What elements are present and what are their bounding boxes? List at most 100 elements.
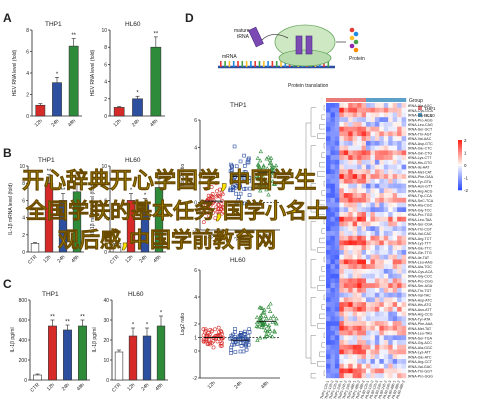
heatmap-cell [361, 306, 367, 312]
row-label: tRNA-Phe-GAA [408, 175, 434, 179]
heatmap-cell [401, 316, 407, 322]
heatmap-cell [343, 155, 349, 161]
heatmap-cell [348, 183, 353, 189]
heatmap-cell [343, 344, 349, 350]
heatmap-cell [383, 292, 389, 298]
heatmap-cell [370, 321, 376, 327]
heatmap-cell [357, 249, 362, 255]
heatmap-cell [339, 121, 344, 127]
heatmap-cell [352, 268, 358, 274]
heatmap-cell [330, 212, 336, 217]
heatmap-cell [361, 126, 367, 132]
data-point [268, 155, 274, 160]
heatmap-cell [361, 155, 367, 161]
data-point [240, 173, 244, 178]
heatmap-cell [357, 107, 362, 113]
heatmap-cell [379, 197, 384, 203]
heatmap-cell [357, 273, 362, 279]
data-point [239, 344, 244, 348]
data-point [241, 349, 246, 354]
significance-mark: * [146, 323, 149, 329]
heatmap-cell [374, 354, 380, 360]
heatmap-cell [379, 145, 384, 151]
data-point [206, 193, 211, 198]
heatmap-cell [397, 136, 402, 142]
heatmap-cell [326, 340, 331, 346]
x-tick-label: 48h [149, 118, 159, 128]
heatmap-cell [348, 330, 353, 336]
heatmap-cell [379, 221, 384, 227]
heatmap-cell [401, 306, 407, 312]
row-label: tRNA-Thr-CGT [408, 227, 433, 231]
dendrogram-branch [323, 105, 325, 111]
heatmap-cell [379, 103, 384, 108]
heatmap-cell [388, 164, 393, 170]
heatmap-cell [374, 373, 380, 379]
heatmap-cell [383, 335, 389, 341]
heatmap-cell [374, 273, 380, 279]
heatmap-cell [326, 321, 331, 327]
group-bar-cell [352, 98, 358, 102]
y-tick-label: 6 [194, 118, 197, 124]
heatmap-cell [397, 145, 402, 151]
data-point [230, 342, 234, 347]
heatmap-cell [330, 249, 336, 255]
heatmap-cell [339, 107, 344, 113]
heatmap-cell [370, 249, 376, 255]
heatmap-cell [366, 231, 371, 236]
heatmap-cell [397, 316, 402, 322]
data-point [201, 339, 206, 344]
heatmap-cell [357, 292, 362, 298]
heatmap-cell [383, 112, 389, 118]
heatmap-cell [330, 221, 336, 227]
data-point [217, 330, 221, 334]
heatmap-cell [401, 126, 407, 132]
heatmap-cell [339, 140, 344, 146]
heatmap-cell [401, 249, 407, 255]
heatmap-cell [370, 193, 376, 199]
heatmap-cell [374, 268, 380, 274]
row-label: tRNA-Met-TAT [408, 327, 432, 331]
heatmap-cell [388, 145, 393, 151]
data-point [258, 335, 263, 340]
heatmap-cell [397, 174, 402, 180]
data-point [203, 211, 208, 215]
heatmap-cell [397, 278, 402, 284]
heatmap-cell [401, 226, 407, 232]
colorbar-cell [458, 154, 462, 157]
row-label: tRNA-Ala-AGC [408, 104, 432, 108]
row-label: tRNA-Thr-TGT [408, 289, 432, 293]
heatmap-cell [339, 368, 344, 374]
heatmap-cell [334, 188, 340, 194]
heatmap-cell [343, 193, 349, 199]
heatmap-chart: GroupTHP1HL60210-1-2tRNA-Ala-AGCtRNA-Cys… [305, 98, 468, 400]
heatmap-cell [339, 359, 344, 364]
heatmap-cell [326, 354, 331, 360]
bar [33, 374, 42, 381]
heatmap-cell [383, 245, 389, 251]
heatmap-cell [343, 359, 349, 364]
data-point [243, 342, 248, 346]
nucleotide [327, 61, 330, 67]
row-label: tRNA-Tyr-GTA [408, 180, 432, 184]
heatmap-cell [330, 344, 336, 350]
heatmap-cell [326, 131, 331, 137]
heatmap-cell [388, 197, 393, 203]
heatmap-cell [361, 292, 367, 298]
heatmap-cell [379, 231, 384, 236]
y-tick-label: 6 [104, 62, 107, 68]
heatmap-cell [334, 283, 340, 289]
heatmap-cell [370, 178, 376, 184]
heatmap-cell [392, 183, 398, 189]
heatmap-cell [370, 159, 376, 165]
heatmap-cell [343, 103, 349, 108]
heatmap-cell [361, 212, 367, 217]
nucleotide [267, 61, 269, 67]
data-point [201, 220, 206, 225]
heatmap-cell [348, 178, 353, 184]
heatmap-cell [374, 103, 380, 108]
heatmap-cell [326, 174, 331, 180]
data-point [254, 320, 260, 325]
bar [156, 325, 166, 381]
